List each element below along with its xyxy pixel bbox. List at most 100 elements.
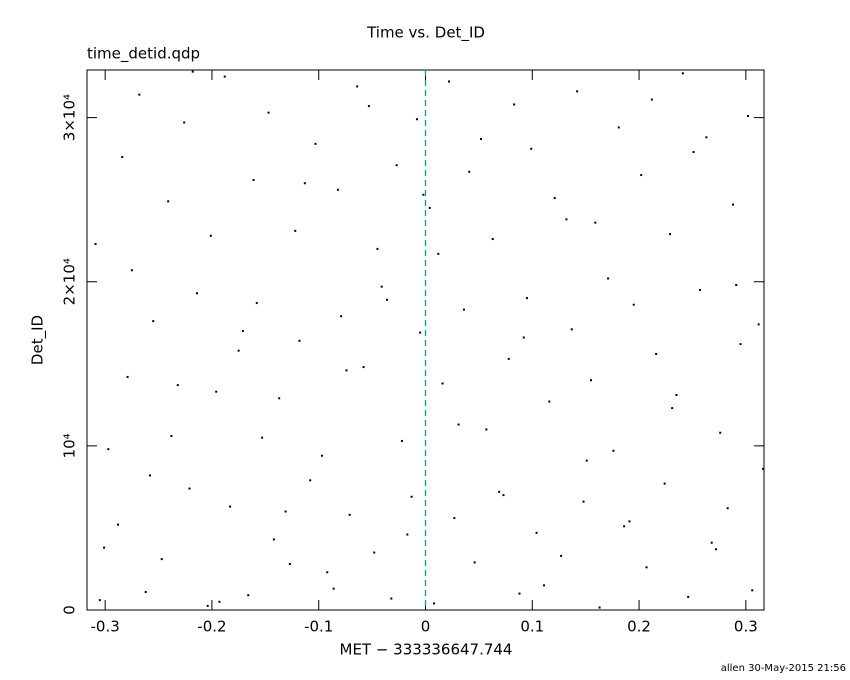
point	[473, 561, 476, 564]
point	[167, 200, 170, 203]
point	[692, 151, 695, 154]
point	[107, 448, 110, 451]
point	[428, 206, 431, 209]
point	[252, 178, 255, 181]
point	[332, 587, 335, 590]
point	[761, 467, 764, 470]
point	[669, 233, 672, 236]
y-tick-label: 0	[61, 605, 79, 615]
point	[590, 379, 593, 382]
point	[751, 589, 754, 592]
point	[650, 98, 653, 101]
point	[663, 482, 666, 485]
point	[149, 474, 152, 477]
point	[628, 520, 631, 523]
point	[565, 218, 568, 221]
point	[437, 252, 440, 255]
point	[241, 329, 244, 332]
point	[617, 126, 620, 129]
point	[576, 90, 579, 93]
point	[303, 182, 306, 185]
point	[138, 93, 141, 96]
point	[284, 510, 287, 513]
point	[502, 494, 505, 497]
chart-title: Time vs. Det_ID	[366, 24, 485, 43]
point	[278, 397, 281, 400]
x-tick-label: 0.3	[734, 618, 758, 636]
point	[746, 114, 749, 117]
y-tick-label: 2×10⁴	[61, 258, 79, 305]
point	[152, 320, 155, 323]
point	[698, 288, 701, 291]
point	[340, 315, 343, 318]
point	[441, 382, 444, 385]
point	[298, 339, 301, 342]
point	[419, 331, 422, 334]
point	[267, 111, 270, 114]
point	[632, 303, 635, 306]
point	[507, 357, 510, 360]
point	[543, 584, 546, 587]
point	[681, 72, 684, 75]
point	[401, 439, 404, 442]
point	[272, 538, 275, 541]
point	[326, 571, 329, 574]
point	[229, 505, 232, 508]
point	[757, 323, 760, 326]
point	[513, 103, 516, 106]
point	[309, 479, 312, 482]
x-tick-label: 0	[421, 618, 431, 636]
chart-subtitle: time_detid.qdp	[87, 45, 200, 64]
point	[582, 500, 585, 503]
point	[594, 221, 597, 224]
point	[447, 80, 450, 83]
x-tick-label: -0.1	[304, 618, 333, 636]
point	[376, 247, 379, 250]
point	[485, 428, 488, 431]
point	[480, 137, 483, 140]
point	[732, 203, 735, 206]
x-tick-label: 0.1	[520, 618, 544, 636]
point	[623, 525, 626, 528]
point	[294, 229, 297, 232]
point	[176, 384, 179, 387]
point	[191, 70, 194, 73]
point	[548, 400, 551, 403]
point	[422, 193, 425, 196]
point	[336, 188, 339, 191]
point	[390, 597, 393, 600]
point	[247, 594, 250, 597]
point	[714, 548, 717, 551]
point	[373, 551, 376, 554]
point	[356, 85, 359, 88]
point	[103, 546, 106, 549]
y-tick-label: 3×10⁴	[61, 94, 79, 141]
point	[560, 554, 563, 557]
point	[525, 297, 528, 300]
point	[395, 164, 398, 167]
point	[585, 459, 588, 462]
point	[410, 495, 413, 498]
point	[218, 600, 221, 603]
point	[223, 75, 226, 78]
point	[348, 513, 351, 516]
annotation: allen 30-May-2015 21:56	[721, 663, 846, 674]
point	[206, 604, 209, 607]
point	[675, 393, 678, 396]
point	[598, 606, 601, 609]
point	[553, 197, 556, 200]
point	[261, 436, 264, 439]
point	[705, 136, 708, 139]
point	[121, 155, 124, 158]
point	[160, 558, 163, 561]
point	[468, 170, 471, 173]
point	[380, 285, 383, 288]
point	[144, 590, 147, 593]
point	[237, 349, 240, 352]
point	[386, 298, 389, 301]
point	[498, 490, 501, 493]
point	[457, 423, 460, 426]
point	[640, 174, 643, 177]
point	[209, 234, 212, 237]
